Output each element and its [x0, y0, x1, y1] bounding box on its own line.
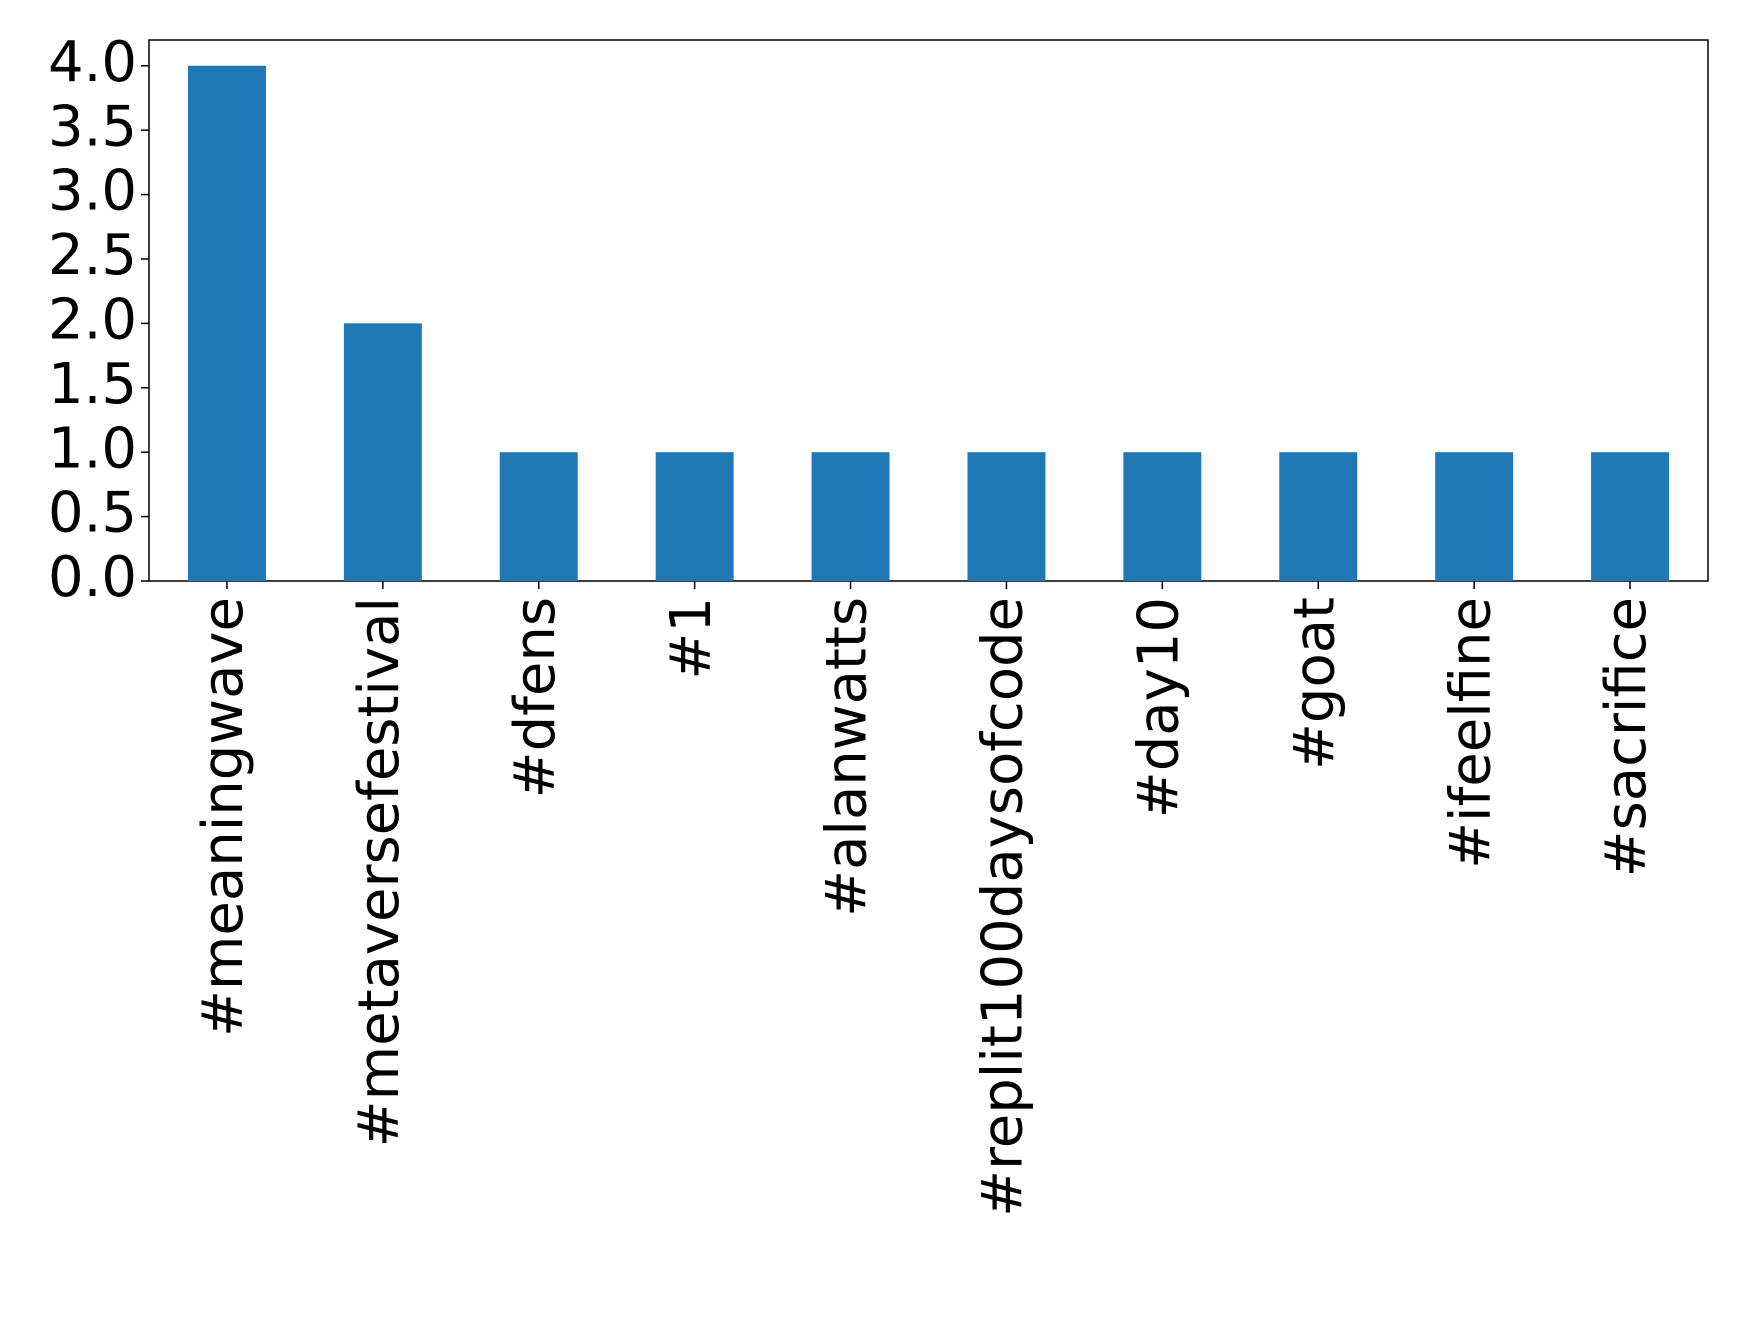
bar — [1123, 452, 1202, 581]
bar — [967, 452, 1046, 581]
bar — [1435, 452, 1514, 581]
y-tick-label: 2.0 — [48, 288, 137, 353]
x-tick-label: #metaversefestival — [347, 597, 412, 1147]
bar — [1279, 452, 1358, 581]
y-tick-label: 1.5 — [48, 352, 137, 417]
y-tick-label: 0.0 — [48, 545, 137, 610]
x-tick-label: #day10 — [1126, 597, 1191, 818]
x-tick-label: #replit100daysofcode — [971, 597, 1036, 1217]
bar — [655, 452, 734, 581]
y-tick-label: 2.5 — [48, 223, 137, 288]
y-tick-label: 0.5 — [48, 481, 137, 546]
x-tick-label: #dfens — [503, 597, 568, 798]
y-tick-label: 3.0 — [48, 159, 137, 224]
x-tick-label: #goat — [1282, 597, 1347, 770]
y-tick-label: 3.5 — [48, 94, 137, 159]
y-tick-label: 1.0 — [48, 416, 137, 481]
x-tick-label: #1 — [659, 597, 724, 680]
x-tick-label: #meaningwave — [191, 597, 256, 1037]
x-tick-label: #sacrifice — [1594, 597, 1659, 877]
x-tick-label: #ifeelfine — [1438, 597, 1503, 869]
bar — [811, 452, 890, 581]
x-tick-label: #alanwatts — [815, 597, 880, 917]
bar — [187, 65, 266, 581]
bar — [1591, 452, 1670, 581]
y-tick-label: 4.0 — [48, 30, 137, 95]
plot-frame — [148, 39, 1709, 582]
bar — [343, 323, 422, 581]
bar — [499, 452, 578, 581]
